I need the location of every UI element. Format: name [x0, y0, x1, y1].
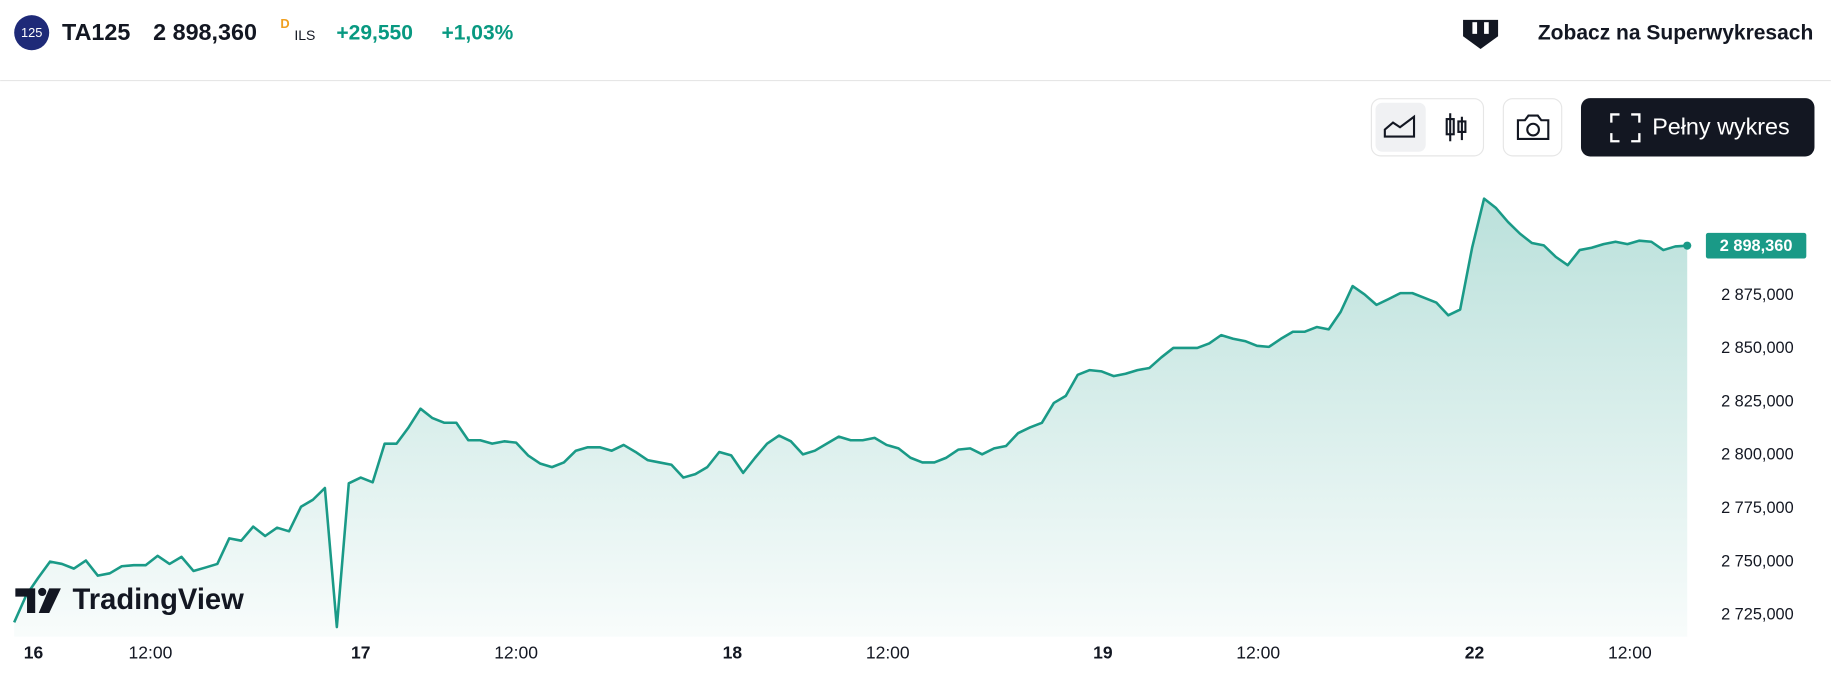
y-tick-label: 2 725,000	[1721, 606, 1794, 624]
logo-text: TradingView	[73, 584, 245, 616]
x-tick-label: 19	[1093, 642, 1113, 662]
plot: 2 725,000 2 750,000 2 775,000 2 800,000 2 82…	[13, 197, 1807, 662]
camera-icon	[1516, 114, 1550, 140]
symbol-badge	[14, 15, 50, 51]
currency: ILS	[294, 27, 315, 43]
candle-button[interactable]	[1445, 113, 1467, 142]
symbol: TA125	[62, 19, 130, 45]
y-tick-label: 2 750,000	[1721, 552, 1794, 570]
y-tick-label: 2 800,000	[1721, 446, 1794, 464]
y-tick-label: 2 850,000	[1721, 339, 1794, 357]
badge-text: 125	[21, 25, 42, 40]
change-pct: +1,03%	[441, 21, 513, 44]
link-icon-part	[1484, 22, 1489, 34]
link-icon	[1463, 19, 1499, 50]
logo: TradingView	[15, 584, 244, 616]
x-tick-label: 16	[24, 642, 44, 662]
x-tick-label: 17	[351, 642, 370, 662]
price: 2 898,360	[153, 19, 257, 45]
area-fill	[14, 198, 1688, 637]
superchart-link[interactable]: Zobacz na Superwykresach	[1463, 19, 1813, 50]
link-icon-part	[1472, 22, 1478, 34]
link-text: Zobacz na Superwykresach	[1538, 21, 1813, 44]
snapshot-button[interactable]	[1502, 98, 1563, 157]
change: +29,550	[336, 21, 413, 44]
x-tick-label: 12:00	[129, 642, 173, 662]
price-badge	[1705, 232, 1807, 259]
y-tick-label: 2 875,000	[1721, 286, 1794, 304]
button-text: Pełny wykres	[1652, 114, 1790, 140]
x-tick-label: 12:00	[1236, 642, 1280, 662]
y-tick-label: 2 825,000	[1721, 392, 1794, 410]
price-line	[13, 197, 1688, 629]
x-tick-label: 18	[723, 642, 743, 662]
x-tick-label: 22	[1465, 642, 1485, 662]
flag: D	[280, 16, 289, 31]
y-tick-label: 2 775,000	[1721, 499, 1794, 517]
area-icon	[1383, 114, 1416, 138]
expand-icon	[1610, 113, 1641, 143]
x-tick-label: 12:00	[494, 642, 538, 662]
full-chart-button[interactable]: Pełny wykres	[1580, 98, 1815, 157]
price-badge-text: 2 898,360	[1720, 237, 1793, 255]
x-tick-label: 12:00	[866, 642, 910, 662]
x-tick-label: 12:00	[1608, 642, 1652, 662]
last-point	[1683, 241, 1692, 250]
